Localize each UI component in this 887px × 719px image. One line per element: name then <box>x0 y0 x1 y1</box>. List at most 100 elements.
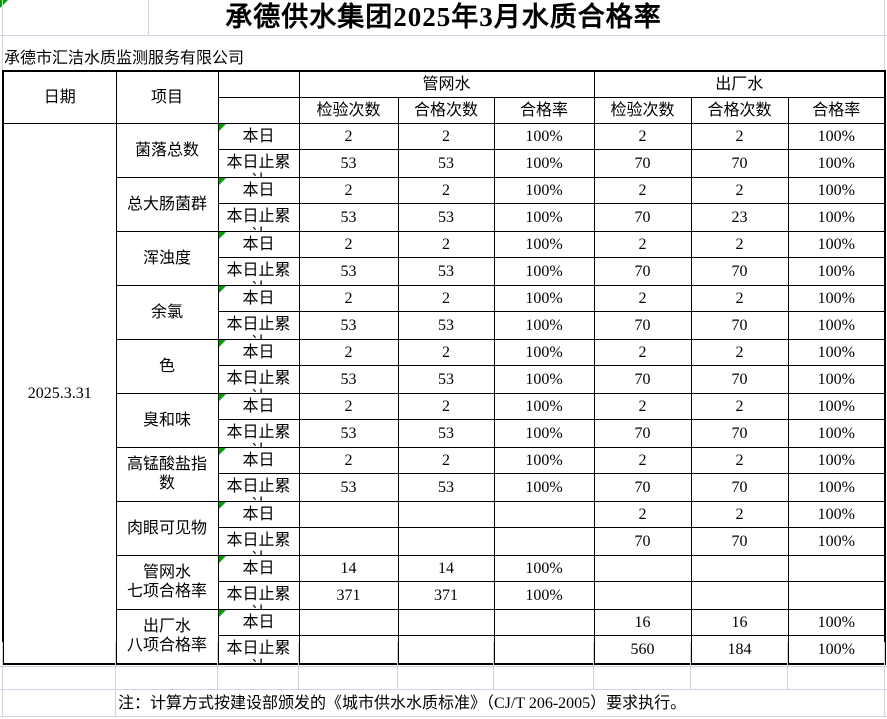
cell-value[interactable]: 100% <box>493 256 595 286</box>
header-test-count[interactable]: 检验次数 <box>298 96 399 124</box>
cell-value[interactable]: 70 <box>690 148 789 178</box>
cell-value[interactable]: 100% <box>787 310 886 340</box>
row-label-daily[interactable]: 本日 <box>217 284 300 312</box>
row-label-cumulative[interactable]: 本日止累 计 <box>217 310 300 340</box>
cell-value[interactable]: 70 <box>690 364 789 394</box>
cell-value[interactable]: 560 <box>593 634 692 664</box>
cell-value[interactable]: 23 <box>690 202 789 232</box>
cell-value[interactable]: 2 <box>397 284 495 312</box>
cell-value[interactable]: 2 <box>593 230 692 258</box>
cell-value[interactable]: 53 <box>397 364 495 394</box>
cell-value[interactable]: 100% <box>787 148 886 178</box>
row-label-daily[interactable]: 本日 <box>217 338 300 366</box>
cell-value[interactable]: 100% <box>787 418 886 448</box>
cell-value[interactable]: 100% <box>787 364 886 394</box>
header-pass-count[interactable]: 合格次数 <box>690 96 789 124</box>
cell-value[interactable]: 2 <box>298 176 399 204</box>
header-test-count[interactable]: 检验次数 <box>593 96 692 124</box>
cell-value[interactable]: 53 <box>397 472 495 502</box>
cell-value[interactable]: 70 <box>593 256 692 286</box>
blank-cell[interactable] <box>217 70 300 98</box>
cell-value[interactable]: 53 <box>298 310 399 340</box>
item-label[interactable]: 色 <box>115 338 219 394</box>
cell-value[interactable] <box>593 554 692 582</box>
item-label[interactable]: 出厂水 八项合格率 <box>115 608 219 664</box>
cell-value[interactable]: 2 <box>298 284 399 312</box>
cell-value[interactable] <box>690 554 789 582</box>
cell-value[interactable]: 70 <box>690 526 789 556</box>
row-label-cumulative[interactable]: 本日止累 计 <box>217 364 300 394</box>
cell-value[interactable]: 371 <box>298 580 399 610</box>
cell-value[interactable] <box>397 500 495 528</box>
item-label[interactable]: 菌落总数 <box>115 122 219 178</box>
row-label-daily[interactable]: 本日 <box>217 392 300 420</box>
cell-value[interactable] <box>493 634 595 664</box>
cell-value[interactable]: 70 <box>593 472 692 502</box>
cell-value[interactable] <box>298 634 399 664</box>
cell-value[interactable]: 371 <box>397 580 495 610</box>
cell-value[interactable]: 2 <box>690 446 789 474</box>
cell-value[interactable]: 2 <box>593 446 692 474</box>
cell-value[interactable]: 100% <box>493 148 595 178</box>
cell-value[interactable]: 2 <box>397 338 495 366</box>
cell-value[interactable]: 2 <box>690 176 789 204</box>
cell-value[interactable]: 2 <box>593 176 692 204</box>
row-label-cumulative[interactable]: 本日止累 计 <box>217 202 300 232</box>
cell-value[interactable]: 2 <box>690 230 789 258</box>
blank-cell[interactable] <box>217 96 300 124</box>
cell-value[interactable]: 2 <box>397 176 495 204</box>
cell-value[interactable]: 2 <box>298 446 399 474</box>
cell-value[interactable]: 100% <box>493 310 595 340</box>
header-pass-count[interactable]: 合格次数 <box>397 96 495 124</box>
row-label-daily[interactable]: 本日 <box>217 122 300 150</box>
cell-value[interactable] <box>787 554 886 582</box>
cell-value[interactable]: 16 <box>593 608 692 636</box>
cell-value[interactable]: 100% <box>787 608 886 636</box>
cell-value[interactable]: 100% <box>787 230 886 258</box>
cell-value[interactable]: 100% <box>493 122 595 150</box>
cell-value[interactable]: 53 <box>397 148 495 178</box>
item-label[interactable]: 余氯 <box>115 284 219 340</box>
cell-value[interactable]: 100% <box>493 230 595 258</box>
cell-value[interactable]: 70 <box>593 526 692 556</box>
cell-value[interactable] <box>593 580 692 610</box>
cell-value[interactable]: 2 <box>298 338 399 366</box>
row-label-cumulative[interactable]: 本日止累 计 <box>217 418 300 448</box>
cell-value[interactable]: 100% <box>493 446 595 474</box>
cell-value[interactable]: 100% <box>493 392 595 420</box>
cell-value[interactable]: 2 <box>397 122 495 150</box>
cell-value[interactable]: 2 <box>593 284 692 312</box>
cell-value[interactable]: 53 <box>397 202 495 232</box>
cell-value[interactable]: 100% <box>493 580 595 610</box>
cell-value[interactable]: 100% <box>493 176 595 204</box>
item-label[interactable]: 肉眼可见物 <box>115 500 219 556</box>
row-label-cumulative[interactable]: 本日止累 计 <box>217 472 300 502</box>
cell-value[interactable]: 100% <box>493 338 595 366</box>
row-label-cumulative[interactable]: 本日止累 计 <box>217 634 300 664</box>
cell-value[interactable]: 2 <box>397 392 495 420</box>
cell-value[interactable] <box>787 580 886 610</box>
cell-value[interactable]: 2 <box>298 392 399 420</box>
header-factory-water[interactable]: 出厂水 <box>593 70 886 98</box>
row-label-daily[interactable]: 本日 <box>217 446 300 474</box>
cell-value[interactable]: 100% <box>787 634 886 664</box>
cell-value[interactable]: 100% <box>493 554 595 582</box>
cell-value[interactable]: 70 <box>593 418 692 448</box>
cell-value[interactable]: 16 <box>690 608 789 636</box>
cell-value[interactable]: 53 <box>298 202 399 232</box>
item-label[interactable]: 臭和味 <box>115 392 219 448</box>
cell-value[interactable]: 100% <box>787 202 886 232</box>
header-pass-rate[interactable]: 合格率 <box>787 96 886 124</box>
cell-value[interactable]: 14 <box>397 554 495 582</box>
cell-value[interactable]: 100% <box>493 418 595 448</box>
cell-value[interactable]: 53 <box>298 364 399 394</box>
cell-value[interactable]: 100% <box>787 472 886 502</box>
header-item[interactable]: 项目 <box>115 70 219 124</box>
date-cell[interactable]: 2025.3.31 <box>2 122 117 664</box>
cell-value[interactable]: 100% <box>787 500 886 528</box>
cell-value[interactable]: 100% <box>493 472 595 502</box>
report-title[interactable]: 承德供水集团2025年3月水质合格率 <box>225 2 662 32</box>
cell-value[interactable]: 2 <box>298 122 399 150</box>
row-label-cumulative[interactable]: 本日止累 计 <box>217 256 300 286</box>
cell-value[interactable]: 70 <box>690 310 789 340</box>
